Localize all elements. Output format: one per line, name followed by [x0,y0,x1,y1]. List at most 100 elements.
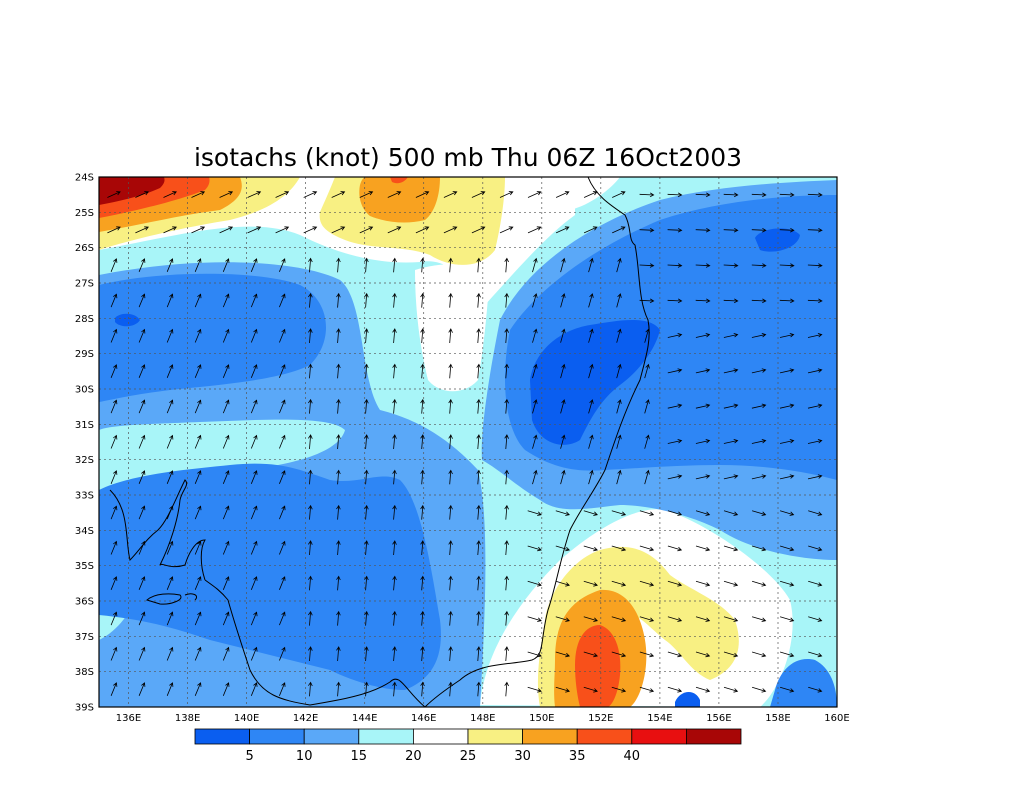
wind-arrow [695,545,711,552]
wind-arrow [110,682,118,696]
wind-arrow [476,398,481,414]
wind-arrow [135,226,149,234]
wind-arrow [723,192,739,198]
wind-arrow [222,364,230,378]
wind-arrow [420,646,425,662]
wind-arrow [222,258,230,272]
wind-arrow [336,257,341,273]
wind-arrow [532,293,538,308]
wind-arrow [415,191,430,198]
plot-frame [98,176,838,708]
wind-arrow [387,226,402,234]
colorbar-label: 35 [569,749,586,764]
wind-arrow [616,257,622,273]
wind-arrow [616,328,622,343]
wind-arrow [364,575,369,591]
wind-arrow [392,469,397,485]
lon-tick-label: 160E [824,713,849,724]
wind-arrow [588,293,594,308]
wind-arrow [448,257,453,273]
wind-arrow [527,651,542,658]
wind-arrow [166,682,174,696]
wind-arrow [250,258,258,272]
contour-lt05-ne [755,228,800,252]
colorbar-label: 40 [624,749,641,764]
wind-arrow [308,469,313,485]
wind-arrow [110,258,118,272]
wind-arrow [616,293,622,308]
wind-arrow [364,681,369,697]
wind-arrow [420,363,425,379]
wind-arrow [107,226,121,234]
wind-arrow [807,403,823,409]
wind-arrow [110,328,118,343]
colorbar-swatch [686,728,742,745]
coastline-segment [145,593,182,605]
wind-arrow [364,540,369,556]
wind-arrow [532,434,538,449]
wind-arrow [364,434,369,450]
wind-arrow [138,646,146,661]
wind-arrow [807,227,823,233]
wind-arrow [303,191,318,198]
wind-arrow [504,610,509,626]
wind-arrow [308,328,313,344]
wind-arrow [504,469,509,485]
wind-arrow [110,293,118,308]
wind-arrow [807,298,823,304]
wind-arrow [807,439,823,444]
wind-arrow [695,439,711,444]
lon-tick-label: 156E [706,713,731,724]
wind-arrow [420,398,425,414]
wind-arrow [504,681,509,697]
wind-arrow [807,263,823,268]
wind-arrow [583,580,598,587]
wind-arrow [275,191,290,198]
colorbar-swatch [412,728,469,745]
wind-arrow [695,227,711,233]
wind-arrow [611,651,627,658]
wind-arrow [420,434,425,450]
wind-arrow [779,616,795,622]
wind-arrow [639,192,655,198]
wind-arrow [110,470,118,484]
wind-arrow [667,333,683,338]
colorbar-label: 10 [296,749,313,764]
wind-arrow [448,292,453,308]
wind-arrow [448,681,453,697]
colorbar-swatch [303,728,360,745]
wind-arrow [723,545,739,552]
wind-arrow [779,545,795,552]
wind-arrow [695,368,711,374]
wind-arrow [166,434,174,449]
wind-arrow [392,363,397,379]
wind-arrow [392,292,397,308]
wind-arrow [751,333,767,338]
wind-arrow [695,192,711,198]
contour-white-pocket-146 [415,264,490,392]
wind-arrow [527,580,542,587]
wind-arrow [194,364,202,378]
wind-arrow [555,580,570,587]
wind-arrow [163,191,177,198]
wind-arrow [222,576,230,590]
lat-tick-label: 33S [75,491,94,502]
wind-arrow [222,470,230,484]
longitude-axis: 136E 138E 140E 142E 144E 146E 148E 150E 152E 154E… [116,713,850,724]
wind-arrow [308,681,313,697]
wind-arrow [476,681,481,697]
wind-arrow [166,470,174,484]
lat-tick-label: 25S [75,208,94,219]
wind-arrow [504,292,509,308]
wind-arrow [588,363,594,379]
wind-arrow [138,576,146,590]
lat-tick-label: 34S [75,526,94,537]
wind-arrow [583,510,598,516]
wind-arrow [387,191,402,198]
wind-arrow [222,293,230,308]
wind-arrow [219,191,234,198]
lat-tick-label: 36S [75,597,94,608]
wind-arrow [392,434,397,450]
wind-arrow [194,293,202,308]
